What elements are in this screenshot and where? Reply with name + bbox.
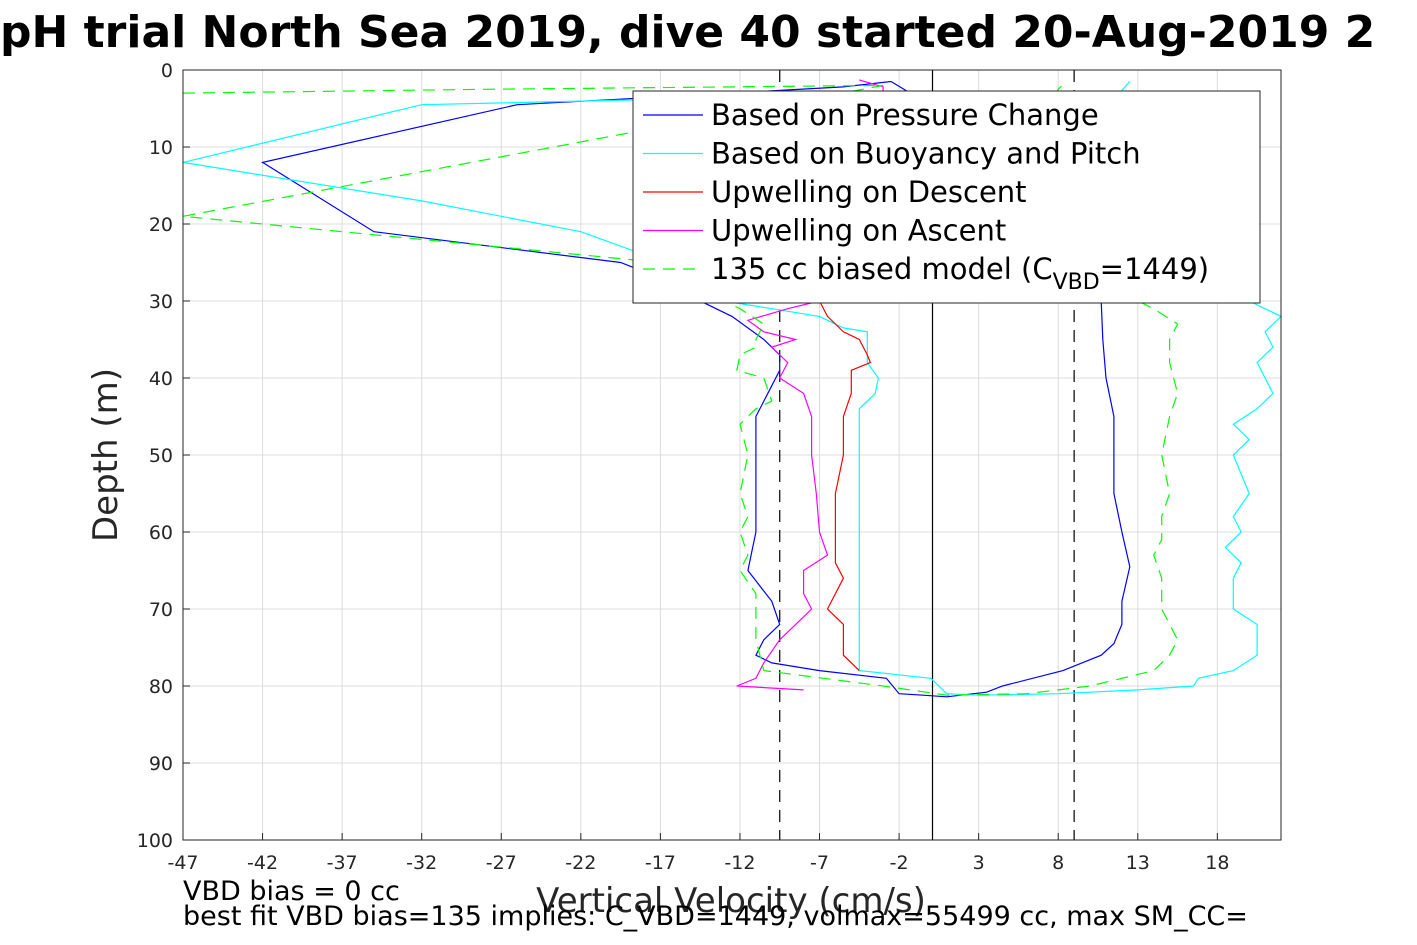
legend-label: Upwelling on Ascent [711, 214, 1006, 248]
series-line [182, 81, 1179, 696]
x-tick-label: 8 [1052, 852, 1064, 874]
y-tick-label: 0 [161, 60, 173, 82]
x-tick-label: 18 [1205, 852, 1229, 874]
series-layer [182, 79, 1283, 698]
x-tick-label: -27 [486, 852, 517, 874]
x-tick-label: -17 [645, 852, 676, 874]
x-tick-label: 3 [973, 852, 985, 874]
y-tick-label: 50 [149, 445, 173, 467]
legend-label: Based on Pressure Change [711, 98, 1099, 132]
x-tick-label: -42 [247, 852, 278, 874]
x-tick-label: -22 [565, 852, 596, 874]
y-tick-label: 70 [149, 599, 173, 621]
y-axis-label: Depth (m) [86, 368, 126, 542]
legend: Based on Pressure Change Based on Buoyanc… [632, 90, 1261, 304]
y-tick-label: 90 [149, 753, 173, 775]
series-line [818, 300, 872, 672]
legend-box [632, 90, 1261, 304]
series-line [182, 81, 1283, 696]
legend-label: Upwelling on Descent [711, 175, 1027, 209]
x-tick-label: -7 [810, 852, 829, 874]
x-tick-label: -37 [327, 852, 358, 874]
x-tick-label: -32 [406, 852, 437, 874]
y-tick-label: 40 [149, 368, 173, 390]
x-tick-label: 13 [1126, 852, 1150, 874]
x-tick-label: -12 [724, 852, 755, 874]
y-tick-label: 20 [149, 214, 173, 236]
x-axis-label: Vertical Velocity (cm/s) [536, 881, 926, 921]
y-tick-label: 10 [149, 137, 173, 159]
y-tick-labels: 0 10 20 30 40 50 60 70 80 90 100 [137, 60, 190, 852]
vbd-bias-note: VBD bias = 0 cc [183, 876, 400, 907]
x-tick-label: -47 [167, 852, 198, 874]
legend-label: Based on Buoyancy and Pitch [711, 137, 1141, 171]
best-fit-note: best fit VBD bias=135 implies: C_VBD=144… [183, 901, 1248, 932]
y-tick-label: 60 [149, 522, 173, 544]
series-line [736, 79, 884, 691]
y-tick-label: 30 [149, 291, 173, 313]
chart-title: pH trial North Sea 2019, dive 40 started… [0, 7, 1375, 58]
x-tick-label: -2 [890, 852, 909, 874]
x-tick-labels: -47 -42 -37 -32 -27 -22 -17 -12 -7 -2 3 8 13 18 [167, 833, 1229, 874]
y-tick-label: 100 [137, 830, 173, 852]
y-tick-label: 80 [149, 676, 173, 698]
